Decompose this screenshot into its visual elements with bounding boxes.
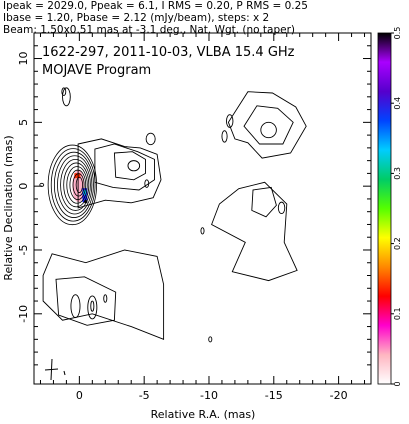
- nw-lobe-knot-2: [221, 130, 228, 143]
- south-lobe-knot-3: [103, 294, 108, 303]
- header-line-3: Beam: 1.50x0.51 mas at -3.1 deg., Nat. W…: [3, 24, 295, 36]
- core-polarization-red: [74, 173, 81, 179]
- chart-title: 1622-297, 2011-10-03, VLBA 15.4 GHz: [42, 45, 295, 60]
- sw-lobe-knot: [277, 201, 286, 215]
- north-component-inner: [61, 87, 67, 96]
- y-tick-label: -5: [17, 244, 30, 255]
- colorbar-tick-label: 0.3: [393, 167, 402, 180]
- south-lobe-outer: [42, 249, 165, 340]
- nw-lobe-outer: [227, 91, 307, 159]
- nw-lobe-inner: [260, 121, 277, 139]
- colorbar-tick-label: 0.2: [393, 237, 402, 250]
- colorbar-tick-label: 0: [393, 381, 402, 386]
- jet-small-knot: [144, 179, 150, 188]
- jet-contour-outer: [77, 138, 162, 209]
- colorbar: 0 0.1 0.2 0.3 0.4 0.5: [377, 27, 402, 387]
- core-contour: [75, 176, 84, 193]
- y-tick-label: 5: [17, 119, 30, 126]
- chart-subtitle: MOJAVE Program: [42, 63, 151, 78]
- axes: 0 -5 -10 -15 -20 10 5 0 -5 -10: [17, 32, 371, 402]
- nw-lobe-mid: [243, 105, 294, 145]
- y-tick-label: 10: [17, 52, 30, 66]
- nw-lobe-knot: [226, 114, 234, 128]
- beam-marker: [44, 358, 66, 381]
- y-axis-label: Relative Declination (mas): [2, 135, 15, 280]
- south-lobe-knot-2: [87, 295, 98, 320]
- core-contour: [57, 155, 93, 215]
- jet-contour-3: [113, 151, 146, 181]
- header-line-2: Ibase = 1.20, Pbase = 2.12 (mJy/beam), s…: [3, 12, 269, 24]
- core-contour: [72, 173, 85, 197]
- colorbar-bar: [377, 32, 392, 385]
- core-contour: [50, 148, 96, 222]
- contour-map: [39, 87, 307, 343]
- x-tick-label: -5: [139, 389, 150, 402]
- core-contour: [66, 166, 88, 204]
- core-contour: [53, 151, 94, 218]
- colorbar-tick-label: 0.5: [393, 27, 402, 40]
- x-tick-label: -15: [265, 389, 283, 402]
- sw-lobe-outer: [211, 181, 298, 282]
- sw-lobe-inner: [251, 186, 277, 218]
- north-component: [62, 87, 71, 107]
- x-tick-label: -20: [330, 389, 348, 402]
- y-tick-label: -10: [17, 305, 30, 323]
- plot-frame: [33, 32, 372, 385]
- core-contour: [63, 162, 90, 208]
- core-polarization-black: [84, 200, 88, 204]
- south-lobe-knot-1: [70, 294, 81, 319]
- colorbar-tick-label: 0.1: [393, 307, 402, 320]
- core-contour: [47, 144, 98, 226]
- stray-contour: [208, 336, 213, 343]
- x-tick-label: -10: [200, 389, 218, 402]
- south-lobe-mid: [55, 276, 117, 326]
- stray-contour-2: [200, 227, 205, 235]
- x-axis-label: Relative R.A. (mas): [151, 408, 256, 421]
- jet-knot-ne: [145, 132, 156, 146]
- y-tick-label: 0: [17, 183, 30, 190]
- core-contour: [60, 158, 91, 211]
- colorbar-tick-label: 0.4: [393, 97, 402, 110]
- x-tick-label: 0: [76, 389, 83, 402]
- jet-contour-2: [94, 143, 155, 191]
- south-lobe-knot-core: [90, 300, 95, 312]
- header-line-1: Ipeak = 2029.0, Ppeak = 6.1, I RMS = 0.2…: [3, 0, 308, 12]
- jet-contour-4: [127, 160, 141, 172]
